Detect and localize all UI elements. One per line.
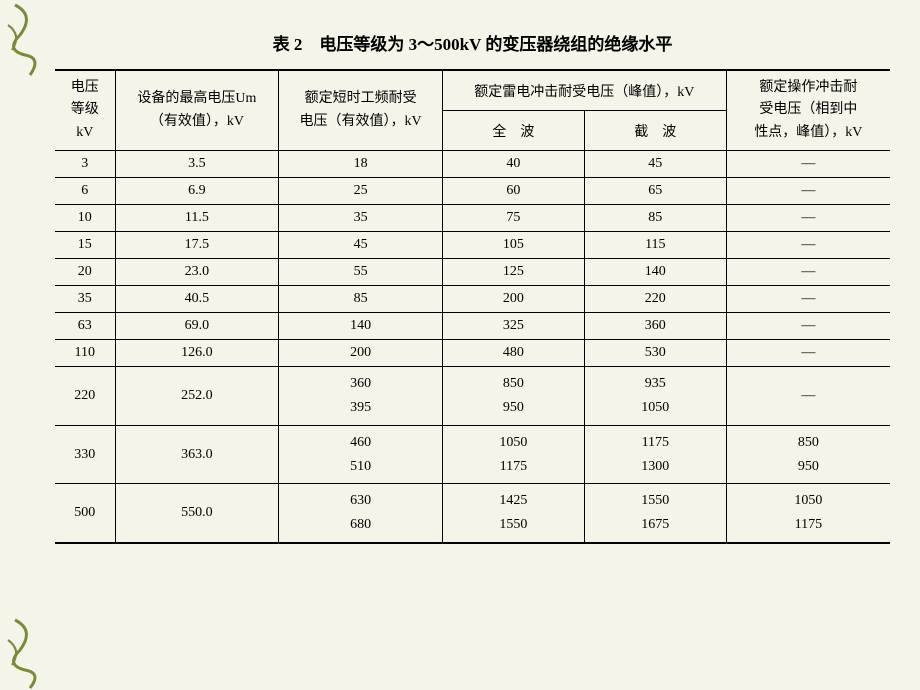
- table-cell: 55: [279, 259, 443, 286]
- table-cell: 40: [442, 151, 584, 178]
- table-cell: 60: [442, 178, 584, 205]
- table-cell: 500: [55, 484, 115, 543]
- table-cell: 220: [55, 367, 115, 426]
- table-cell: 6.9: [115, 178, 279, 205]
- table-cell: 550.0: [115, 484, 279, 543]
- header-switching: 额定操作冲击耐 受电压（相到中 性点，峰值），kV: [726, 70, 890, 151]
- table-cell: —: [726, 151, 890, 178]
- table-cell: 115: [584, 232, 726, 259]
- table-cell: 460510: [279, 425, 443, 484]
- table-cell: —: [726, 367, 890, 426]
- table-cell: 10: [55, 205, 115, 232]
- table-cell: 220: [584, 286, 726, 313]
- table-cell: 35: [55, 286, 115, 313]
- table-cell: 200: [442, 286, 584, 313]
- table-cell: —: [726, 205, 890, 232]
- table-cell: 63: [55, 313, 115, 340]
- table-cell: —: [726, 259, 890, 286]
- table-cell: 45: [279, 232, 443, 259]
- table-row: 330363.04605101050117511751300850950: [55, 425, 890, 484]
- table-cell: 126.0: [115, 340, 279, 367]
- table-cell: 480: [442, 340, 584, 367]
- table-cell: 11751300: [584, 425, 726, 484]
- table-cell: 85: [584, 205, 726, 232]
- table-cell: 850950: [442, 367, 584, 426]
- table-body: 33.5184045—66.9256065—1011.5357585—1517.…: [55, 151, 890, 543]
- table-row: 1517.545105115—: [55, 232, 890, 259]
- table-cell: 11.5: [115, 205, 279, 232]
- table-cell: 35: [279, 205, 443, 232]
- table-cell: 85: [279, 286, 443, 313]
- table-cell: 850950: [726, 425, 890, 484]
- table-cell: 3: [55, 151, 115, 178]
- table-cell: 363.0: [115, 425, 279, 484]
- table-cell: 9351050: [584, 367, 726, 426]
- table-cell: 325: [442, 313, 584, 340]
- insulation-table: 电压 等级 kV 设备的最高电压Um （有效值），kV 额定短时工频耐受 电压（…: [55, 69, 890, 544]
- table-cell: 25: [279, 178, 443, 205]
- table-cell: 6: [55, 178, 115, 205]
- table-cell: —: [726, 232, 890, 259]
- table-cell: 45: [584, 151, 726, 178]
- table-cell: 20: [55, 259, 115, 286]
- table-cell: 65: [584, 178, 726, 205]
- table-cell: —: [726, 313, 890, 340]
- table-title: 表 2 电压等级为 3～500kV 的变压器绕组的绝缘水平: [55, 30, 890, 55]
- header-chopped-wave: 截 波: [584, 111, 726, 151]
- table-cell: 252.0: [115, 367, 279, 426]
- page-content: 表 2 电压等级为 3～500kV 的变压器绕组的绝缘水平 电压 等级 kV 设…: [0, 0, 920, 574]
- table-cell: 15501675: [584, 484, 726, 543]
- table-row: 6369.0140325360—: [55, 313, 890, 340]
- table-cell: 105: [442, 232, 584, 259]
- table-row: 33.5184045—: [55, 151, 890, 178]
- table-cell: 360: [584, 313, 726, 340]
- header-voltage-level: 电压 等级 kV: [55, 70, 115, 151]
- table-cell: —: [726, 178, 890, 205]
- table-cell: 140: [584, 259, 726, 286]
- table-row: 1011.5357585—: [55, 205, 890, 232]
- table-cell: 18: [279, 151, 443, 178]
- table-row: 500550.0630680142515501550167510501175: [55, 484, 890, 543]
- table-cell: 3.5: [115, 151, 279, 178]
- table-cell: 17.5: [115, 232, 279, 259]
- header-max-voltage: 设备的最高电压Um （有效值），kV: [115, 70, 279, 151]
- table-cell: 330: [55, 425, 115, 484]
- header-full-wave: 全 波: [442, 111, 584, 151]
- table-cell: 23.0: [115, 259, 279, 286]
- table-row: 3540.585200220—: [55, 286, 890, 313]
- table-cell: 40.5: [115, 286, 279, 313]
- table-cell: 200: [279, 340, 443, 367]
- table-cell: —: [726, 286, 890, 313]
- table-cell: 15: [55, 232, 115, 259]
- table-cell: 630680: [279, 484, 443, 543]
- header-lightning-group: 额定雷电冲击耐受电压（峰值），kV: [442, 70, 726, 111]
- table-cell: 360395: [279, 367, 443, 426]
- table-cell: 69.0: [115, 313, 279, 340]
- header-power-freq: 额定短时工频耐受 电压（有效值），kV: [279, 70, 443, 151]
- table-cell: 140: [279, 313, 443, 340]
- table-cell: 125: [442, 259, 584, 286]
- table-cell: 10501175: [442, 425, 584, 484]
- table-cell: 530: [584, 340, 726, 367]
- table-cell: —: [726, 340, 890, 367]
- table-row: 220252.03603958509509351050—: [55, 367, 890, 426]
- table-cell: 75: [442, 205, 584, 232]
- table-row: 2023.055125140—: [55, 259, 890, 286]
- table-cell: 10501175: [726, 484, 890, 543]
- table-cell: 110: [55, 340, 115, 367]
- table-row: 110126.0200480530—: [55, 340, 890, 367]
- table-cell: 14251550: [442, 484, 584, 543]
- table-row: 66.9256065—: [55, 178, 890, 205]
